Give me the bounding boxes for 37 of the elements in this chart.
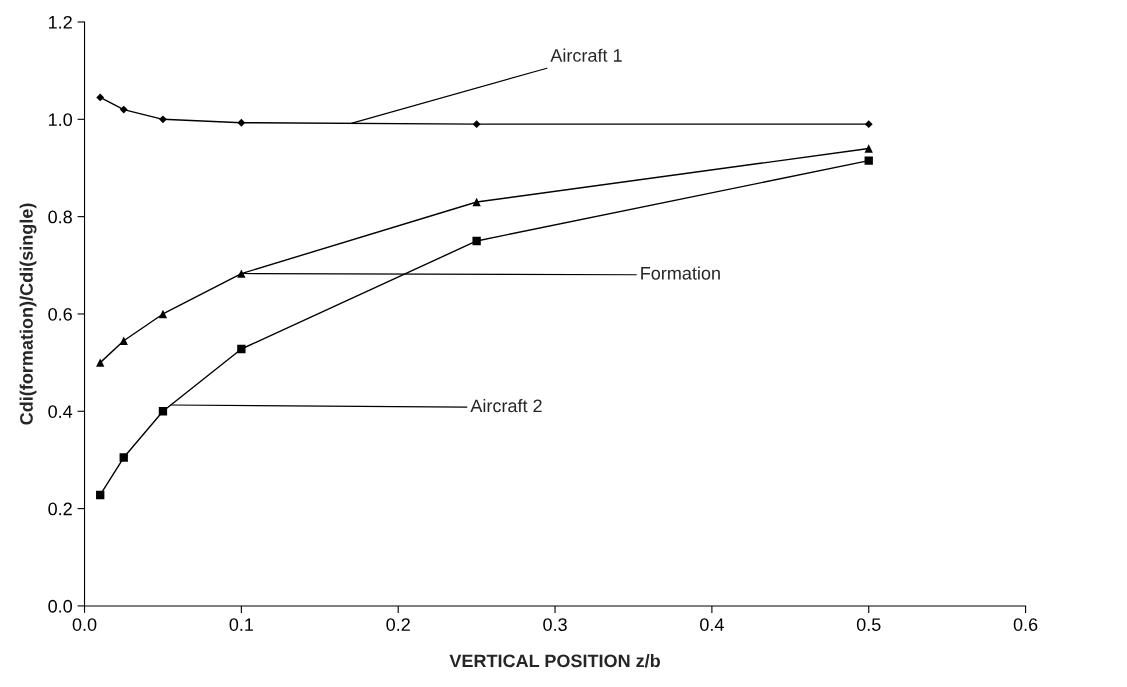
x-tick-label: 0.3 [543,618,567,631]
point [96,93,105,102]
point [472,236,481,246]
point [119,105,128,114]
x-tick-label: 0.0 [72,618,97,631]
text: Aircraft 1 [550,48,622,62]
point [237,344,246,354]
point [159,115,167,124]
point [119,336,128,345]
y-tick-label: 0.0 [48,599,73,613]
x-axis-title: VERTICAL POSITION z/b [449,654,660,668]
y-tick-label: 0.8 [48,210,72,224]
point [864,120,873,129]
point [158,407,168,416]
point [119,453,128,462]
x-tick-label: 0.6 [1013,618,1038,631]
x-tick-label: 0.5 [856,618,881,631]
y-tick-label: 0.6 [48,307,72,321]
point [864,156,873,165]
point [158,309,168,319]
point [237,269,246,278]
point [864,144,873,153]
y-tick-label: 1.2 [49,15,72,29]
point [472,120,481,129]
x-tick-label: 0.1 [229,618,254,631]
y-axis-title: Cdi(formation)/Cdi(single) [19,203,37,425]
text: Aircraft 2 [470,398,542,413]
y-tick-label: 1.0 [49,113,73,127]
text: Formation [641,266,720,280]
x-tick-label: 0.2 [386,618,410,631]
point [96,490,105,500]
y-tick-label: 0.2 [48,502,72,516]
point [96,358,105,367]
point [472,197,481,207]
x-tick-label: 0.4 [700,618,724,631]
y-tick-label: 0.4 [48,405,73,418]
point [237,118,246,127]
